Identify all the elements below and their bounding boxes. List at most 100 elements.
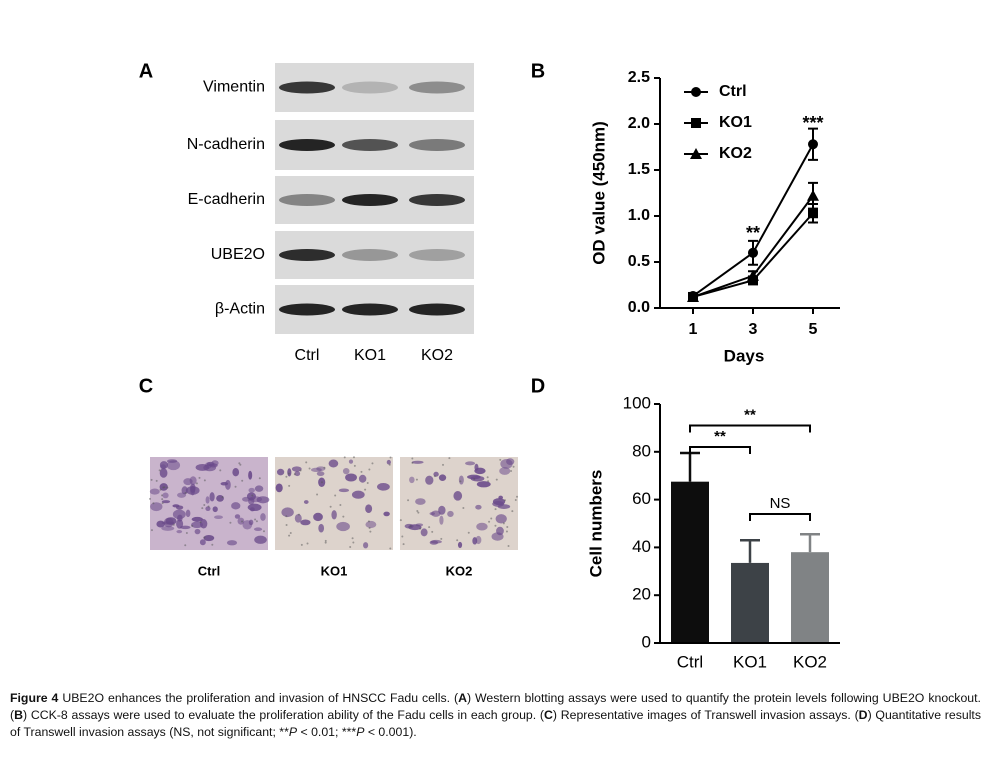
cell [160,464,167,470]
cell [495,514,507,524]
bar [731,562,769,643]
y-tick-label: 100 [623,393,651,412]
pore [490,517,493,520]
blot-band [279,249,335,261]
cell [166,459,178,463]
pore [195,482,198,485]
blot-row-label: β-Actin [215,301,265,318]
caption: Figure 4 UBE2O enhances the proliferatio… [10,690,981,741]
pore [203,504,206,507]
pore [324,541,327,544]
pore [288,534,291,537]
blot-band [409,81,465,94]
x-tick-label: Ctrl [677,652,703,671]
image-label: KO1 [321,563,348,578]
caption-text: < 0.01; *** [297,725,357,739]
cell [348,459,354,464]
pore [298,513,301,516]
y-tick-label: 0 [642,632,651,651]
pore [288,484,291,487]
marker [808,208,818,219]
cell [365,520,377,529]
pore [166,486,169,489]
annotation: ** [746,223,760,243]
caption-text: ) Quantitative results of Transwell inva… [10,708,981,739]
blot-band [409,249,465,261]
blot-row-label: Vimentin [203,79,265,96]
cell [386,459,391,465]
pore [440,537,443,540]
pore [511,510,514,513]
y-tick-label: 20 [632,585,651,604]
x-tick-label: KO1 [733,652,767,671]
cell [358,474,367,483]
pore [285,515,288,518]
cell [429,512,435,516]
blot-band [409,139,465,151]
cell [209,463,218,468]
pore [241,479,244,482]
pore [417,511,420,514]
pore [353,464,356,467]
cell [176,519,184,529]
pore [505,530,508,533]
error-bar [800,533,820,553]
cell [491,532,504,541]
pore [473,478,476,481]
legend-marker [690,148,702,159]
pore [388,463,391,466]
cell [310,467,322,473]
y-tick-label: 0.5 [628,253,650,270]
x-tick-label: 5 [809,321,818,338]
y-tick-label: 80 [632,441,651,460]
pore [342,515,345,518]
cell [232,468,240,477]
bar [791,552,829,643]
cell [313,512,323,522]
cell [194,528,201,535]
cell [248,487,255,493]
blot-band [342,249,398,261]
y-tick-label: 60 [632,489,651,508]
pore [152,502,155,505]
pore [211,543,214,546]
figure: A B C D Vimentin N-cadherin E-cadherin UBE2… [139,60,840,671]
pore [184,544,187,547]
panel-label: D [531,375,545,397]
pore [198,476,201,479]
legend-marker [691,118,701,128]
marker [808,139,818,150]
pore [285,524,288,527]
cell [249,507,255,512]
significance-label: NS [770,495,791,512]
cell [331,510,337,520]
cell [492,498,506,506]
pore [199,521,202,524]
cell [338,488,350,493]
pore [343,456,346,459]
cell [248,470,253,480]
cell [254,535,267,544]
cell [415,498,426,505]
blot-band [409,303,465,316]
pore [488,520,491,523]
pore [320,481,323,484]
pore [323,466,326,469]
legend-label: KO1 [719,114,752,131]
pore [401,535,404,538]
cell [438,474,447,481]
pore [442,463,445,466]
pore [431,530,434,533]
pore [506,526,509,529]
cell [242,520,253,530]
x-tick-label: KO2 [793,652,827,671]
pore [502,522,505,525]
y-tick-label: 2.0 [628,115,650,132]
pore [207,505,210,508]
pore [161,502,164,505]
pore [150,478,153,481]
cell [205,506,211,512]
caption-text: P [356,725,365,739]
significance-bracket [689,446,751,455]
cell [237,517,245,525]
